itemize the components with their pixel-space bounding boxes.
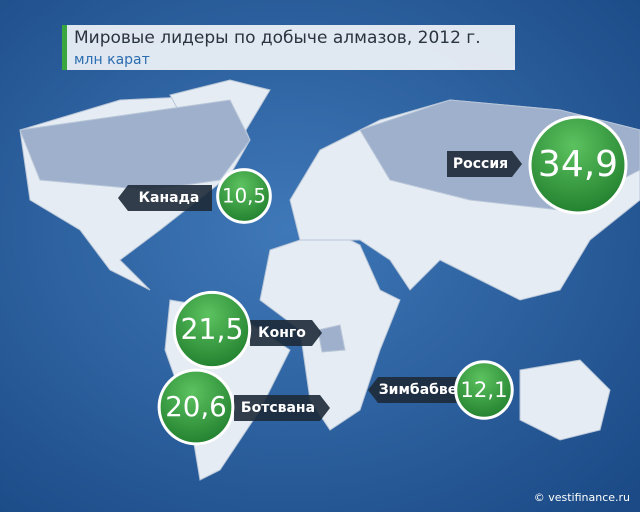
subtitle: млн карат <box>74 52 150 68</box>
title-accent <box>62 25 67 70</box>
title-box <box>62 25 515 70</box>
country-label: Ботсвана <box>241 400 315 416</box>
country-tag <box>447 151 522 177</box>
value-bubble <box>172 290 252 370</box>
country-tag <box>234 395 330 421</box>
value-label: 21,5 <box>181 313 244 346</box>
value-label: 10,5 <box>222 185 266 208</box>
country-label: Зимбабве <box>379 382 458 398</box>
value-label: 20,6 <box>165 390 227 423</box>
country-label: Канада <box>139 190 200 206</box>
country-label: Россия <box>453 156 508 172</box>
value-bubble <box>216 168 272 224</box>
country-tag <box>368 377 460 403</box>
country-tag <box>250 320 322 346</box>
value-bubble <box>157 368 235 446</box>
country-tag <box>118 185 212 211</box>
value-bubble <box>528 115 628 215</box>
source: © vestifinance.ru <box>534 491 630 504</box>
country-label: Конго <box>258 325 306 341</box>
value-label: 34,9 <box>538 144 618 185</box>
value-bubble <box>454 360 514 420</box>
value-label: 12,1 <box>460 377 507 402</box>
title: Мировые лидеры по добыче алмазов, 2012 г… <box>74 28 481 48</box>
